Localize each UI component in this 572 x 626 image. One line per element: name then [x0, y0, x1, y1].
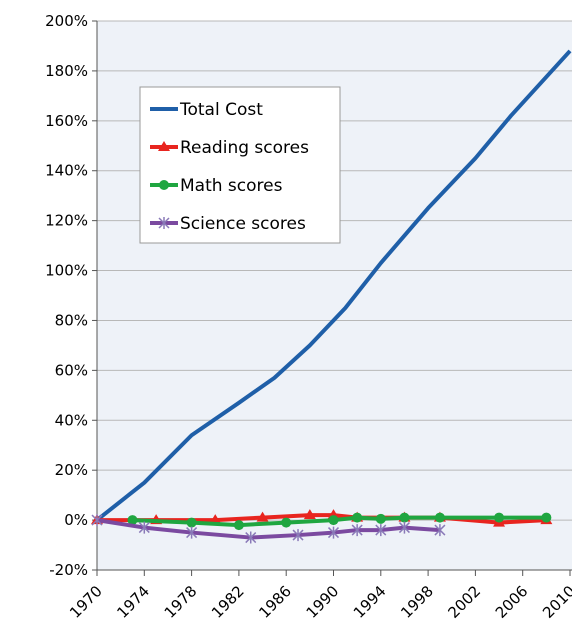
marker	[127, 515, 138, 526]
y-tick-label: 40%	[55, 411, 88, 429]
legend-marker	[158, 141, 170, 151]
x-tick-label: 1978	[161, 582, 201, 622]
marker	[233, 520, 244, 531]
y-tick-label: 20%	[55, 461, 88, 479]
y-tick-label: 0%	[64, 511, 88, 529]
x-tick-label: 1994	[350, 582, 390, 622]
y-tick-label: -20%	[49, 561, 88, 579]
marker	[245, 531, 257, 544]
x-tick-label: 2002	[444, 582, 484, 622]
x-tick-label: 1986	[255, 582, 295, 622]
marker	[256, 511, 269, 522]
y-tick-label: 140%	[45, 162, 88, 180]
marker	[328, 515, 339, 526]
y-tick-label: 80%	[55, 311, 88, 329]
marker	[375, 513, 386, 524]
marker	[281, 517, 292, 528]
y-tick-label: 160%	[45, 112, 88, 130]
y-tick-label: 60%	[55, 361, 88, 379]
x-tick-label: 1974	[113, 582, 153, 622]
y-tick-label: 100%	[45, 262, 88, 280]
y-tick-label: 120%	[45, 212, 88, 230]
legend-label: Total Cost	[179, 100, 263, 120]
legend-marker	[159, 180, 169, 190]
marker	[375, 524, 387, 537]
marker	[303, 509, 316, 520]
x-tick-label: 1990	[303, 582, 343, 622]
marker	[91, 514, 103, 527]
marker	[186, 526, 198, 539]
legend-label: Science scores	[180, 214, 306, 234]
marker	[541, 512, 552, 523]
marker	[434, 524, 446, 537]
legend-label: Math scores	[180, 176, 283, 196]
marker	[209, 514, 222, 525]
legend-marker	[158, 217, 170, 229]
marker	[398, 521, 410, 534]
x-tick-label: 1982	[208, 582, 248, 622]
series-line	[96, 518, 441, 540]
y-tick-label: 200%	[45, 12, 88, 30]
marker	[434, 512, 445, 523]
series-line	[95, 49, 572, 522]
x-tick-label: 2010	[539, 582, 572, 622]
marker	[138, 521, 150, 534]
marker	[352, 512, 363, 523]
marker	[351, 524, 363, 537]
x-tick-label: 1998	[397, 582, 437, 622]
legend-box	[139, 86, 341, 244]
marker	[186, 517, 197, 528]
marker	[399, 512, 410, 523]
x-tick-label: 2006	[492, 582, 532, 622]
marker	[494, 512, 505, 523]
y-tick-label: 180%	[45, 62, 88, 80]
x-tick-label: 1970	[66, 582, 106, 622]
marker	[327, 526, 340, 539]
legend-label: Reading scores	[180, 138, 309, 158]
marker	[292, 529, 304, 542]
